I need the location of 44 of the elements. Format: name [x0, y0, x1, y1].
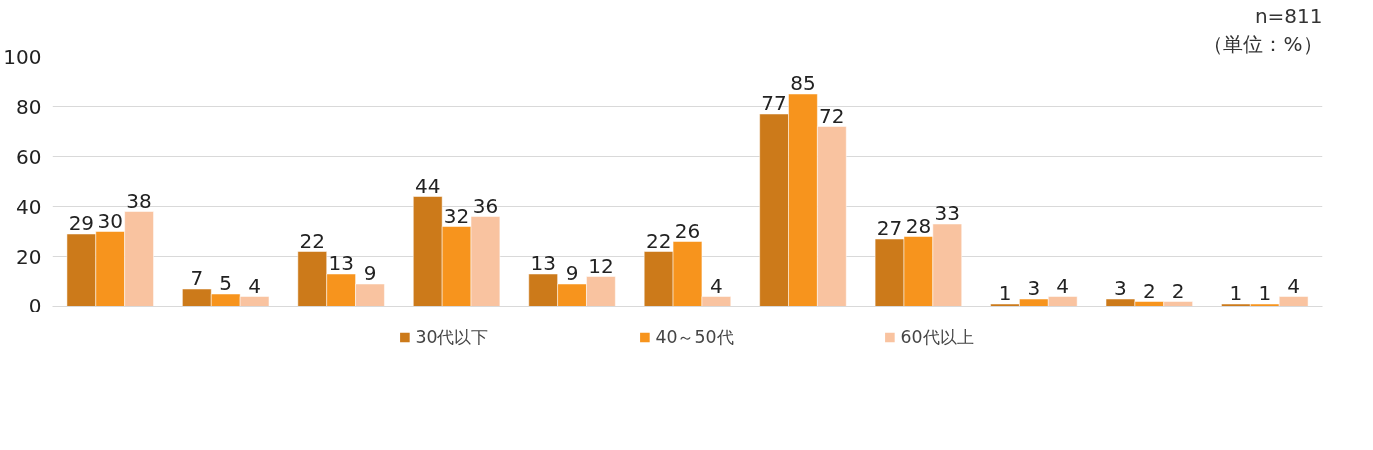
y-tick-label: 0 [28, 293, 42, 318]
data-label: 85 [790, 71, 816, 95]
data-label: 4 [710, 273, 723, 298]
data-label: 7 [190, 266, 204, 290]
y-tick-label: 80 [16, 94, 42, 119]
data-label: 32 [443, 203, 470, 228]
data-label: 1 [1229, 281, 1243, 305]
data-label: 4 [1287, 273, 1301, 298]
data-label: 72 [819, 103, 845, 128]
legend-label: 60代以上 [900, 326, 974, 349]
data-label: 12 [588, 253, 614, 278]
data-label: 2 [1142, 278, 1156, 303]
data-label: 4 [1056, 273, 1070, 298]
data-label: 1 [1258, 281, 1272, 305]
data-label: 13 [530, 251, 556, 275]
data-label: 77 [761, 91, 787, 115]
data-label: 3 [1027, 276, 1041, 300]
legend-label: 30代以下 [415, 326, 489, 349]
data-label: 3 [1114, 276, 1127, 300]
data-label: 9 [363, 261, 377, 285]
data-label: 13 [328, 251, 354, 275]
y-tick-label: 60 [16, 144, 42, 169]
data-label: 26 [674, 218, 701, 243]
data-label: 27 [876, 216, 903, 240]
data-label: 28 [905, 213, 932, 238]
data-label: 5 [219, 271, 233, 295]
data-label: 22 [645, 228, 672, 253]
data-label: 22 [299, 228, 325, 253]
data-label: 9 [565, 261, 579, 285]
data-label: 1 [998, 281, 1012, 305]
y-tick-label: 100 [3, 44, 42, 69]
data-label: 38 [126, 188, 152, 213]
data-label: 36 [472, 193, 499, 218]
data-label: 29 [68, 211, 95, 235]
legend-label: 40～50代 [655, 326, 734, 349]
data-label: 33 [934, 201, 960, 225]
text: （単位：%） [1203, 31, 1323, 56]
data-label: 30 [97, 208, 123, 233]
data-label: 2 [1171, 278, 1185, 303]
data-label: 4 [248, 273, 261, 298]
y-tick-label: 40 [16, 194, 42, 219]
text: n=811 [1254, 3, 1323, 28]
y-tick-label: 20 [16, 244, 42, 269]
data-label: 44 [415, 173, 441, 198]
